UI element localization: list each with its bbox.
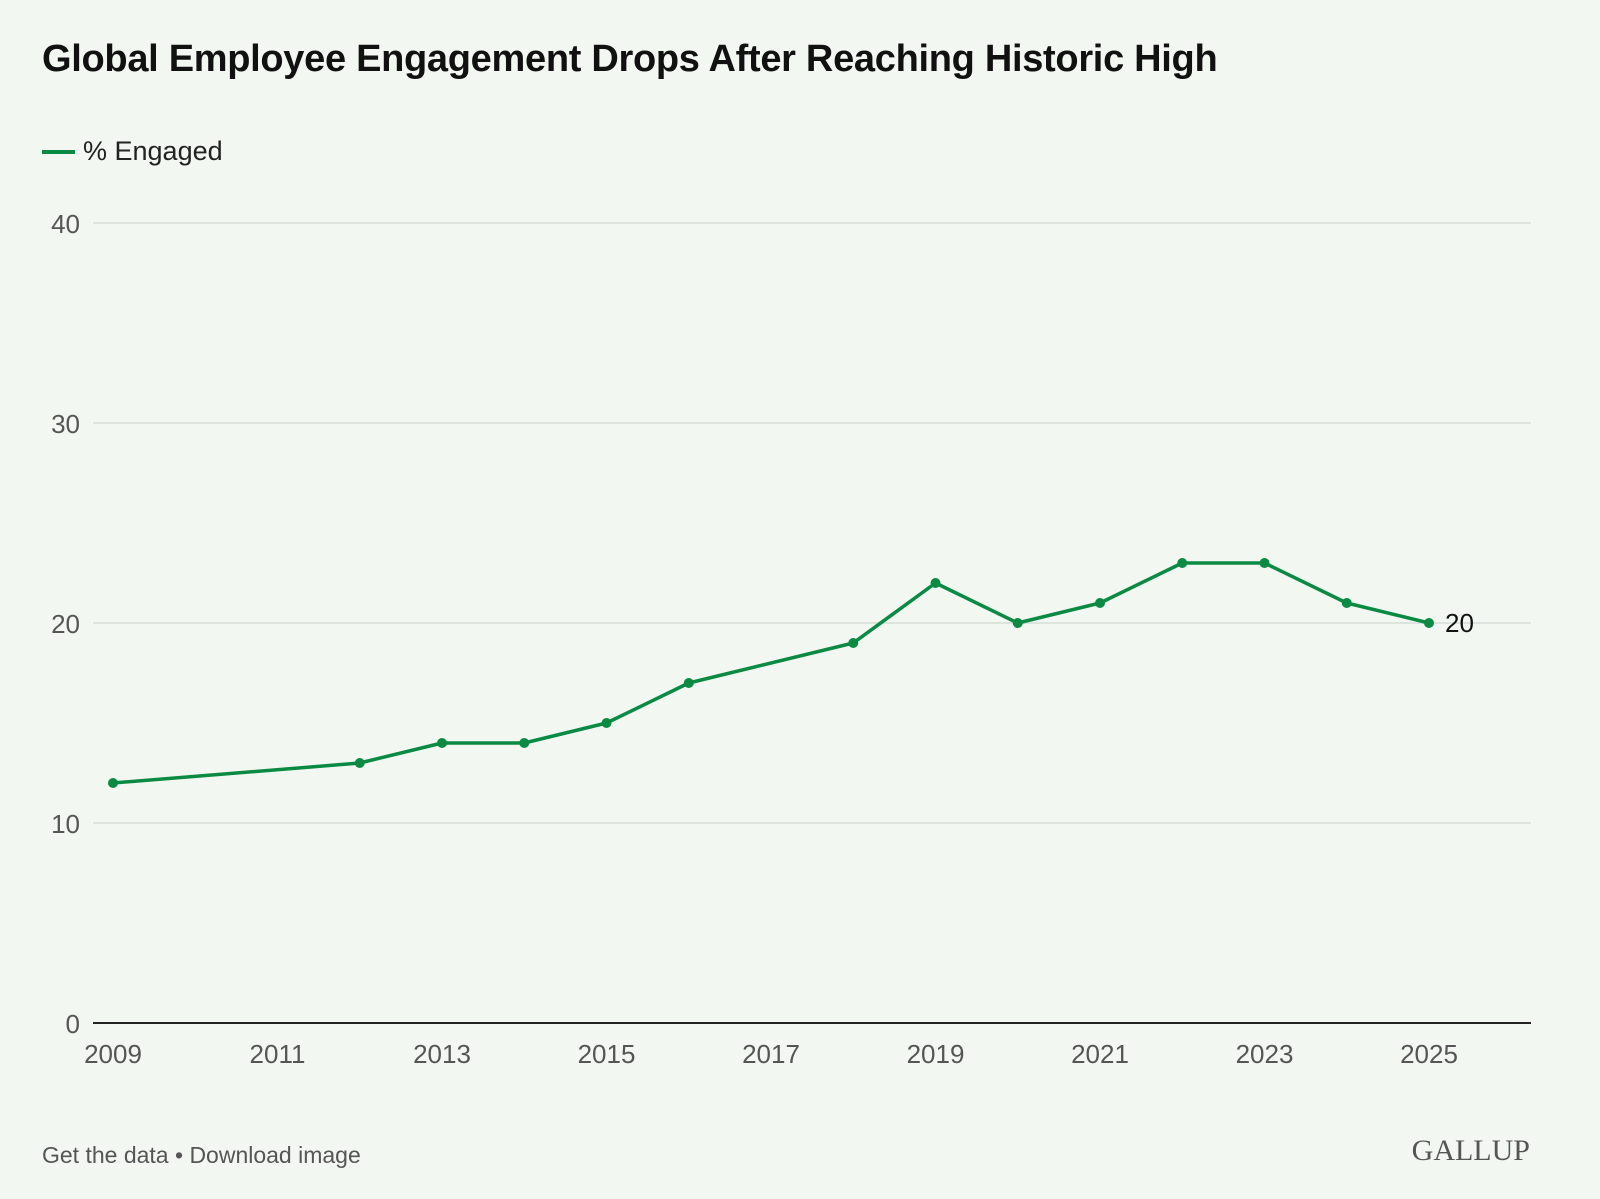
legend-swatch bbox=[42, 149, 75, 154]
x-tick-label: 2015 bbox=[578, 1039, 636, 1069]
x-tick-label: 2021 bbox=[1071, 1039, 1129, 1069]
y-tick-label: 40 bbox=[51, 209, 80, 239]
x-tick-label: 2013 bbox=[413, 1039, 471, 1069]
x-tick-label: 2011 bbox=[250, 1039, 306, 1069]
data-point bbox=[519, 738, 530, 748]
data-point bbox=[1012, 618, 1023, 628]
footer: Get the data • Download image bbox=[42, 1142, 361, 1169]
data-point bbox=[1259, 558, 1270, 568]
data-point bbox=[1341, 598, 1352, 608]
legend: % Engaged bbox=[42, 136, 223, 167]
legend-label: % Engaged bbox=[83, 136, 223, 166]
y-tick-label: 20 bbox=[51, 609, 80, 639]
data-point bbox=[1424, 618, 1434, 628]
data-point bbox=[930, 578, 941, 588]
data-point bbox=[683, 678, 694, 688]
data-point bbox=[848, 638, 859, 648]
data-point bbox=[437, 738, 447, 748]
y-tick-label: 10 bbox=[51, 809, 80, 839]
x-tick-label: 2019 bbox=[907, 1039, 965, 1069]
x-tick-label: 2023 bbox=[1236, 1039, 1294, 1069]
y-tick-label: 0 bbox=[66, 1009, 80, 1039]
data-point bbox=[1095, 598, 1105, 608]
x-tick-label: 2017 bbox=[742, 1039, 800, 1069]
data-point bbox=[1177, 558, 1188, 568]
gallup-logo: GALLUP bbox=[1411, 1134, 1530, 1167]
series-line bbox=[112, 561, 1430, 785]
chart-title: Global Employee Engagement Drops After R… bbox=[42, 38, 1218, 80]
data-point bbox=[354, 758, 365, 768]
get-data-link[interactable]: Get the data bbox=[42, 1142, 169, 1168]
data-label: 20 bbox=[1445, 608, 1474, 638]
data-point bbox=[108, 778, 118, 788]
y-tick-label: 30 bbox=[51, 409, 80, 439]
footer-separator: • bbox=[168, 1142, 190, 1168]
x-tick-label: 2025 bbox=[1400, 1039, 1458, 1069]
x-tick-label: 2009 bbox=[84, 1039, 142, 1069]
download-image-link[interactable]: Download image bbox=[189, 1142, 361, 1168]
data-point bbox=[601, 718, 612, 728]
